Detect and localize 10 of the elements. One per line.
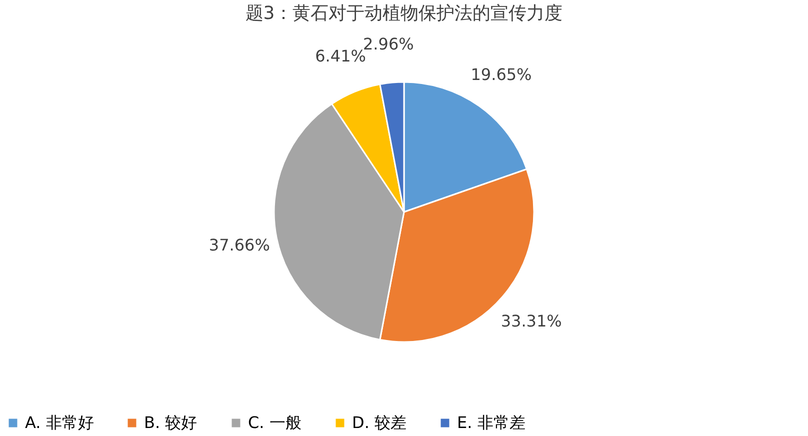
data-label: 33.31% (500, 312, 562, 331)
legend-label: C. 一般 (248, 413, 302, 432)
legend-label: E. 非常差 (457, 413, 526, 432)
legend-label: B. 较好 (144, 413, 198, 432)
data-label: 2.96% (362, 34, 414, 54)
legend-label: D. 较差 (352, 413, 406, 432)
legend-label: A. 非常好 (25, 413, 94, 432)
data-label: 19.65% (470, 65, 532, 84)
chart-title: 题3：黄石对于动植物保护法的宣传力度 (245, 3, 563, 24)
data-label: 37.66% (208, 236, 270, 255)
